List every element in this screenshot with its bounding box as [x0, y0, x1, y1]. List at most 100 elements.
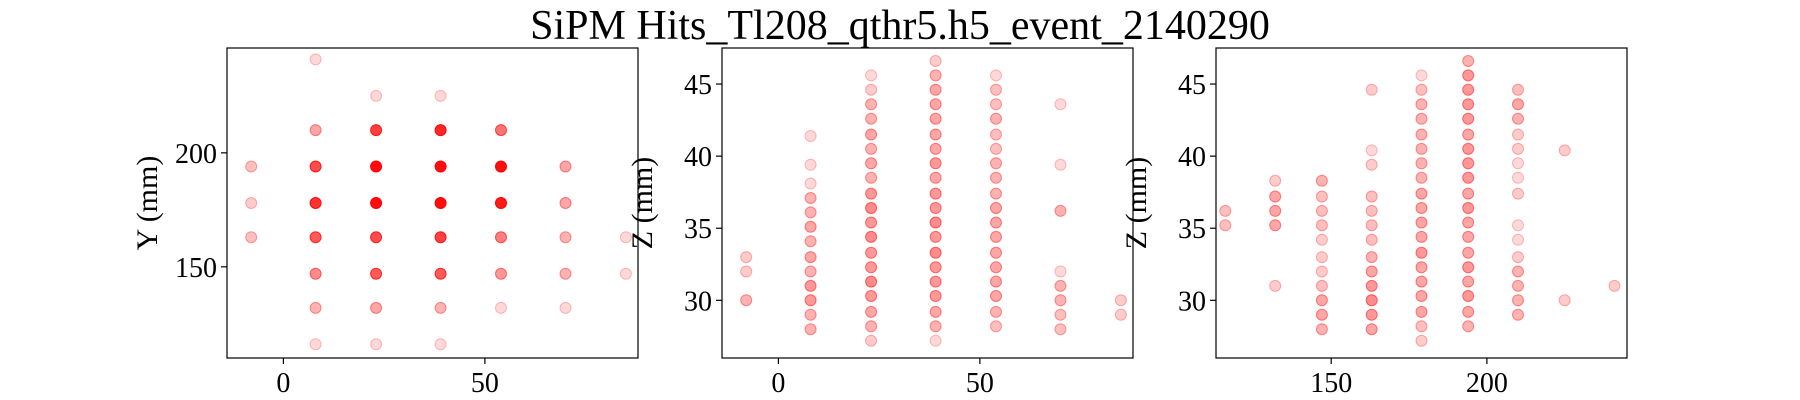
data-point-yz-69 [1512, 83, 1524, 96]
data-point-xz-41 [929, 142, 942, 155]
data-point-xz-6 [804, 192, 817, 204]
data-point-xz-9 [804, 235, 817, 248]
data-point-xy-38 [619, 231, 632, 244]
panel-xz: 0 50 30 35 40 45 Z (mm) [626, 47, 1134, 399]
data-point-yz-79 [1512, 251, 1524, 264]
y-tick-label-xz-0: 30 [684, 286, 712, 317]
data-point-xz-2 [740, 294, 753, 307]
data-point-xz-54 [929, 334, 942, 347]
data-point-xy-14 [370, 197, 383, 209]
data-point-yz-50 [1462, 55, 1475, 67]
data-point-yz-61 [1462, 216, 1475, 229]
data-point-yz-53 [1462, 98, 1475, 111]
data-point-xy-23 [434, 231, 447, 244]
data-point-xz-26 [865, 216, 878, 229]
data-point-yz-44 [1415, 261, 1428, 274]
data-point-xz-31 [865, 290, 878, 302]
data-point-xz-46 [929, 216, 942, 229]
data-point-yz-43 [1415, 246, 1428, 259]
data-point-xz-68 [990, 261, 1002, 274]
data-point-xz-10 [804, 251, 817, 264]
data-point-yz-9 [1315, 204, 1328, 217]
data-point-xz-61 [990, 157, 1002, 170]
data-point-yz-56 [1462, 142, 1475, 155]
data-point-xz-77 [1054, 279, 1067, 292]
data-point-yz-47 [1415, 305, 1428, 318]
data-point-xy-31 [495, 267, 507, 280]
data-point-yz-74 [1512, 157, 1524, 170]
data-point-xz-64 [990, 202, 1002, 214]
data-point-yz-16 [1315, 308, 1328, 321]
y-tick-label-yz-3: 45 [1178, 70, 1206, 101]
data-point-yz-29 [1365, 308, 1378, 321]
data-point-xy-21 [434, 160, 447, 173]
x-tick-label-xy-0: 0 [276, 368, 290, 399]
data-point-xz-67 [990, 246, 1002, 259]
data-point-xz-62 [990, 171, 1002, 184]
data-point-yz-45 [1415, 275, 1428, 288]
data-point-xz-12 [804, 279, 817, 292]
data-point-xz-74 [1054, 158, 1067, 171]
y-tick-label-yz-1: 35 [1178, 214, 1206, 245]
x-tick-label-yz-1: 200 [1466, 368, 1508, 399]
data-point-xz-80 [1054, 323, 1067, 336]
data-point-xz-5 [804, 177, 817, 190]
data-point-xz-72 [990, 320, 1002, 333]
data-point-yz-80 [1512, 265, 1524, 278]
data-point-xz-71 [990, 305, 1002, 318]
data-point-yz-49 [1415, 334, 1428, 347]
data-point-yz-70 [1512, 98, 1524, 111]
data-point-xz-75 [1054, 204, 1067, 217]
data-point-xz-45 [929, 202, 942, 214]
data-point-xy-2 [245, 231, 258, 244]
data-point-xy-13 [370, 160, 383, 173]
data-point-xy-9 [309, 301, 322, 314]
data-point-xz-7 [804, 206, 817, 219]
x-tick-label-xy-1: 50 [471, 368, 499, 399]
data-point-yz-5 [1269, 219, 1282, 232]
data-point-yz-55 [1462, 128, 1475, 141]
data-point-xz-69 [990, 275, 1002, 288]
data-point-xz-66 [990, 230, 1002, 243]
data-point-xz-32 [865, 305, 878, 318]
data-point-yz-20 [1365, 158, 1378, 171]
data-point-xz-38 [929, 98, 942, 111]
data-point-xz-63 [990, 187, 1002, 200]
data-point-xy-20 [434, 124, 447, 137]
data-point-xz-40 [929, 128, 942, 141]
data-point-xz-20 [865, 128, 878, 141]
data-point-xz-4 [804, 158, 817, 171]
data-point-xz-50 [929, 275, 942, 288]
data-point-yz-27 [1365, 279, 1378, 292]
y-tick-label-xz-2: 40 [684, 142, 712, 173]
data-point-yz-25 [1365, 251, 1378, 264]
y-tick-label-xz-1: 35 [684, 214, 712, 245]
axes-frame-yz [1215, 47, 1628, 359]
data-point-xz-47 [929, 230, 942, 243]
data-point-yz-62 [1462, 230, 1475, 243]
data-point-xy-17 [370, 301, 383, 314]
data-point-xz-51 [929, 290, 942, 302]
data-point-xy-32 [495, 301, 507, 314]
y-tick-label-xz-3: 45 [684, 70, 712, 101]
data-point-xz-27 [865, 230, 878, 243]
data-point-xz-35 [929, 55, 942, 67]
data-point-xz-30 [865, 275, 878, 288]
data-point-yz-65 [1462, 275, 1475, 288]
data-point-xy-1 [245, 197, 258, 209]
data-point-xz-16 [865, 69, 878, 82]
data-point-xy-8 [309, 267, 322, 280]
data-point-xy-37 [559, 301, 572, 314]
data-point-xy-34 [559, 197, 572, 209]
data-point-xy-6 [309, 197, 322, 209]
data-point-yz-81 [1512, 279, 1524, 292]
data-point-xz-57 [990, 98, 1002, 111]
data-point-xy-22 [434, 197, 447, 209]
data-point-xy-33 [559, 160, 572, 173]
data-point-xz-3 [804, 130, 817, 142]
data-point-xy-19 [434, 89, 447, 102]
data-point-xy-27 [495, 124, 507, 137]
data-point-yz-54 [1462, 112, 1475, 125]
data-point-yz-67 [1462, 305, 1475, 318]
data-point-xz-76 [1054, 265, 1067, 278]
